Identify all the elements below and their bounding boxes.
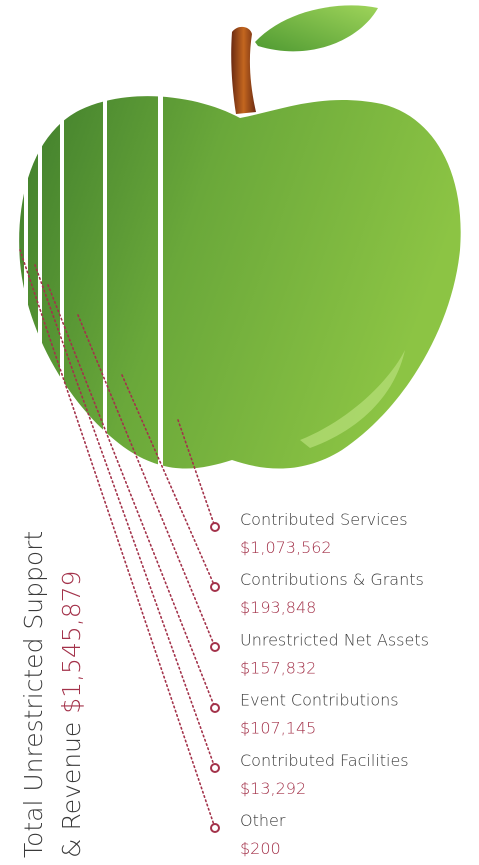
item-value: $157,832 [240,658,316,677]
apple-body [19,96,461,468]
stem [231,27,256,114]
item-value: $1,073,562 [240,538,332,557]
item-value: $13,292 [240,779,306,798]
item-label: Unrestricted Net Assets [240,630,429,649]
item-value: $107,145 [240,719,316,738]
item-value: $193,848 [240,598,316,617]
item-label: Event Contributions [240,691,399,710]
item-label: Contributed Services [240,510,408,529]
labels: Contributed Services $1,073,562 Contributi… [240,510,429,858]
leaf [255,5,378,51]
total-line2: & Revenue $1,545,879 [57,571,86,858]
markers [211,523,219,832]
total-value: $1,545,879 [57,571,86,714]
total-label: & Revenue [57,722,86,858]
infographic: Total Unrestricted Support & Revenue $1,… [0,0,479,861]
page: {"total": {"line1": "Total Unrestricted … [0,0,479,861]
item-label: Other [240,811,286,830]
apple [19,5,461,490]
total-line1: Total Unrestricted Support [19,531,48,858]
item-label: Contributions & Grants [240,570,424,589]
item-value: $200 [240,839,281,858]
item-label: Contributed Facilities [240,751,409,770]
